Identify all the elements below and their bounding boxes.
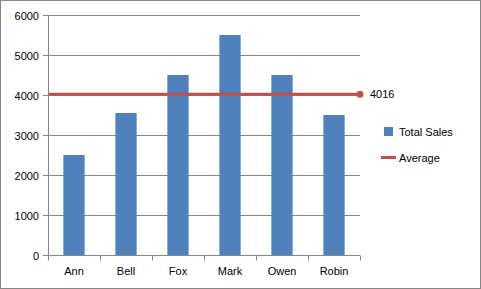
x-tick [204, 256, 205, 261]
legend-label: Average [399, 152, 440, 164]
bar [167, 75, 188, 255]
x-tick [308, 256, 309, 261]
chart-svg: 0 1000 2000 3000 4000 5000 6000 4016 Ann Bell Fox M… [0, 0, 481, 289]
y-tick [43, 175, 48, 176]
x-tick [48, 256, 49, 261]
y-tick-label: 4000 [15, 90, 39, 102]
bar [323, 115, 344, 255]
x-tick-label: Bell [117, 265, 135, 277]
x-tick-label: Owen [268, 265, 297, 277]
legend-label: Total Sales [399, 126, 453, 138]
grid-line [48, 135, 360, 136]
line-marker [357, 91, 364, 98]
y-tick-label: 6000 [15, 10, 39, 22]
bar [219, 35, 240, 255]
y-tick [43, 135, 48, 136]
grid-line [48, 95, 360, 96]
x-tick [360, 256, 361, 261]
x-tick [152, 256, 153, 261]
chart-frame [1, 1, 481, 289]
legend-swatch [384, 127, 393, 136]
grid-line [48, 175, 360, 176]
y-tick [43, 215, 48, 216]
chart-container: 0 1000 2000 3000 4000 5000 6000 4016 Ann Bell Fox M… [0, 0, 481, 289]
y-tick-label: 2000 [15, 170, 39, 182]
grid-line [48, 55, 360, 56]
data-label: 4016 [370, 88, 394, 100]
y-tick-label: 5000 [15, 50, 39, 62]
y-tick [43, 55, 48, 56]
y-axis [48, 15, 49, 255]
y-tick-label: 1000 [15, 210, 39, 222]
grid-line [48, 15, 360, 16]
grid-line [48, 215, 360, 216]
x-tick [256, 256, 257, 261]
y-tick-label: 0 [33, 250, 39, 262]
x-tick-label: Fox [169, 265, 188, 277]
labels: 4016 [370, 88, 394, 100]
y-tick [43, 95, 48, 96]
bar [63, 155, 84, 255]
legend: Total Sales Average [381, 126, 453, 164]
x-tick-label: Mark [218, 265, 243, 277]
plot-area [48, 35, 360, 255]
y-tick [43, 255, 48, 256]
x-tick-label: Robin [320, 265, 349, 277]
y-tick [43, 15, 48, 16]
x-tick-label: Ann [64, 265, 84, 277]
legend-swatch [381, 156, 396, 159]
bar [115, 113, 136, 255]
average-line [48, 93, 360, 96]
bar [271, 75, 292, 255]
y-tick-label: 3000 [15, 130, 39, 142]
x-tick [100, 256, 101, 261]
